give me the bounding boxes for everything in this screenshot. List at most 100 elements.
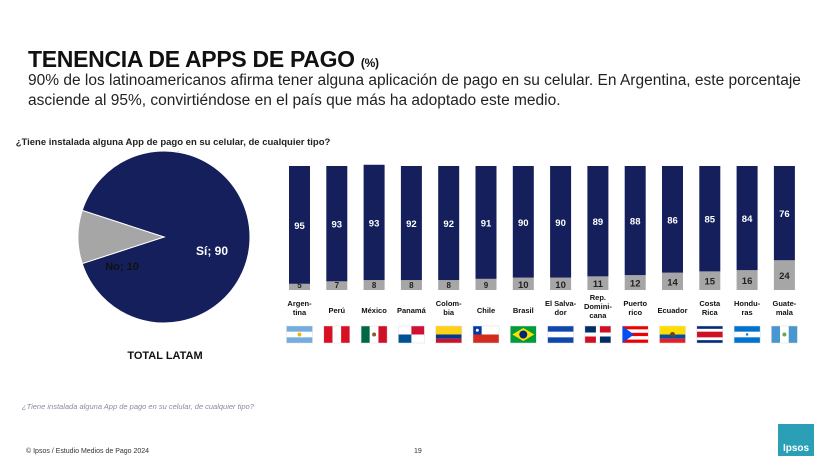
bar-category-label: Hondu-ras <box>734 299 761 317</box>
bar-value-no: 8 <box>409 281 414 290</box>
bar-si-segment <box>512 166 534 278</box>
bar-value-si: 90 <box>555 218 566 229</box>
bar-value-si: 90 <box>518 218 529 229</box>
bar-si-segment <box>587 166 609 277</box>
bar-value-si: 84 <box>742 214 753 225</box>
bar-category-label: Argen-tina <box>287 299 312 317</box>
peru-flag <box>323 325 351 344</box>
pie-total-label: TOTAL LATAM <box>127 350 203 362</box>
bar-si-segment <box>773 166 795 261</box>
pie-slice-si <box>81 150 251 324</box>
bar-category-label: Chile <box>477 306 495 315</box>
bar-value-si: 93 <box>332 220 343 231</box>
bar-no-segment <box>587 276 609 290</box>
colombia-flag <box>435 325 462 344</box>
bar-value-si: 95 <box>294 221 305 232</box>
bar-category-label: El Salva-dor <box>545 299 577 317</box>
costa-rica-flag <box>696 325 724 344</box>
subtitle: 90% de los latinoamericanos afirma tener… <box>28 72 801 109</box>
ecuador-flag <box>659 325 686 344</box>
bar-value-no: 11 <box>593 279 604 290</box>
bar-category-label: Colom-bia <box>436 299 462 317</box>
pie-label-si: Sí; 90 <box>196 244 228 258</box>
bar-category-label: Puerto rico <box>623 299 647 317</box>
bar-category-label: Perú <box>328 306 345 315</box>
source-note: © Ipsos / Estudio Medios de Pago 2024 <box>26 448 150 455</box>
bar-value-no: 9 <box>484 281 489 290</box>
bar-no-segment <box>699 271 721 290</box>
honduras-flag <box>733 325 761 344</box>
bar-value-no: 7 <box>335 281 340 290</box>
argentina-flag <box>286 325 313 344</box>
bar-si-segment <box>363 164 385 281</box>
puerto-rico-flag <box>621 325 649 344</box>
bar-no-segment <box>475 278 497 290</box>
bar-value-no: 12 <box>630 279 641 290</box>
bar-value-si: 85 <box>705 215 716 226</box>
ipsos-logo: Ipsos <box>778 424 814 456</box>
page-number: 19 <box>414 448 422 455</box>
bar-si-segment <box>699 166 721 272</box>
title-unit: (%) <box>360 56 379 70</box>
bar-value-si: 93 <box>369 218 380 229</box>
bar-si-segment <box>624 166 646 276</box>
bar-value-no: 15 <box>705 277 716 288</box>
bar-si-segment <box>438 166 460 281</box>
bar-no-segment <box>624 275 646 290</box>
bar-value-si: 91 <box>481 218 492 229</box>
bar-value-si: 86 <box>667 215 678 226</box>
bar-value-no: 8 <box>446 281 451 290</box>
panama-flag <box>398 325 425 344</box>
bar-si-segment <box>550 166 572 278</box>
bar-no-segment <box>400 280 422 290</box>
bar-value-si: 76 <box>779 209 790 220</box>
bar-si-segment <box>662 166 683 273</box>
bar-no-segment <box>326 281 348 290</box>
chile-flag <box>472 325 500 344</box>
mexico-flag <box>360 325 388 344</box>
bar-category-label: Rep. Domini-cana <box>584 293 612 320</box>
brazil-flag <box>510 325 537 344</box>
page-title: TENENCIA DE APPS DE PAGO (%) <box>28 46 379 73</box>
dominican-republic-flag <box>584 325 612 344</box>
bar-si-segment <box>736 166 758 271</box>
bar-value-si: 88 <box>630 217 641 228</box>
bar-category-label: Ecuador <box>657 306 687 315</box>
guatemala-flag <box>771 325 798 344</box>
bar-category-label: Panamá <box>397 306 427 315</box>
footnote: ¿Tiene instalada alguna App de pago en s… <box>22 402 254 411</box>
bar-no-segment <box>736 270 758 290</box>
bar-si-segment <box>400 166 422 281</box>
bar-value-no: 10 <box>518 280 529 291</box>
bar-si-segment <box>289 166 310 284</box>
bar-no-segment <box>512 277 534 290</box>
el-salvador-flag <box>547 325 574 344</box>
bar-value-si: 92 <box>406 219 417 230</box>
logo-text: Ipsos <box>782 443 810 454</box>
bar-no-segment <box>550 277 572 290</box>
question-text: ¿Tiene instalada alguna App de pago en s… <box>15 137 331 148</box>
bar-value-no: 14 <box>667 277 678 288</box>
bar-category-label: México <box>361 306 387 315</box>
bar-no-segment <box>289 283 310 290</box>
bar-category-label: Brasil <box>513 306 534 315</box>
bar-value-no: 10 <box>555 280 566 291</box>
bar-value-si: 89 <box>593 217 604 228</box>
bar-value-si: 92 <box>443 219 454 230</box>
bar-category-label: Costa Rica <box>699 299 721 317</box>
bar-category-label: Guate-mala <box>773 299 797 317</box>
bar-no-segment <box>773 260 795 290</box>
bar-si-segment <box>475 166 497 279</box>
bar-no-segment <box>363 280 385 290</box>
bar-value-no: 8 <box>372 281 377 290</box>
title-text: TENENCIA DE APPS DE PAGO <box>28 46 355 72</box>
bar-value-no: 24 <box>779 271 790 282</box>
bar-no-segment <box>438 280 460 290</box>
bar-value-no: 16 <box>742 276 753 287</box>
bar-no-segment <box>662 272 683 290</box>
pie-label-no: No; 10 <box>105 261 139 273</box>
bar-si-segment <box>326 166 348 282</box>
pie-slice-no <box>77 209 166 265</box>
bar-value-no: 5 <box>297 281 302 290</box>
